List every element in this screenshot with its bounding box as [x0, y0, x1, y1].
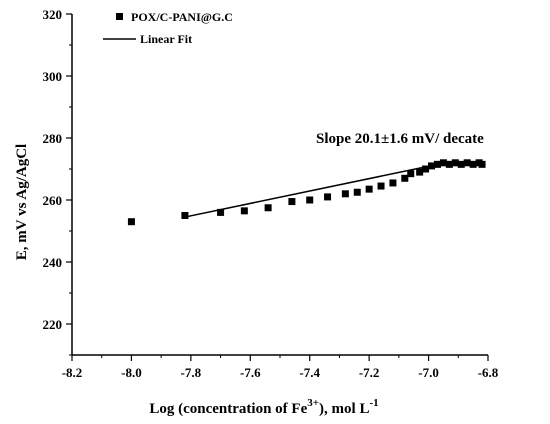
data-point: [416, 168, 424, 176]
data-point: [264, 204, 272, 212]
data-point: [217, 208, 225, 216]
legend-label-data: POX/C-PANI@G.C: [131, 10, 233, 24]
data-point: [457, 160, 465, 168]
y-tick-label: 240: [43, 255, 63, 270]
y-tick-label: 220: [43, 317, 63, 332]
data-point: [439, 159, 447, 167]
data-point: [428, 162, 436, 170]
data-point: [324, 193, 332, 201]
data-point: [407, 170, 415, 178]
data-point: [306, 196, 314, 204]
x-tick-label: -7.8: [181, 365, 202, 380]
data-point: [469, 160, 477, 168]
data-point: [401, 174, 409, 182]
slope-annotation: Slope 20.1±1.6 mV/ decate: [316, 131, 484, 147]
x-axis-title-main: Log (concentration of Fe: [149, 401, 307, 417]
x-axis-title-mid: ), mol L: [319, 401, 369, 417]
data-point: [478, 160, 486, 168]
y-tick-label: 320: [43, 7, 63, 22]
data-point: [240, 207, 248, 215]
data-point: [389, 179, 397, 187]
data-point: [451, 159, 459, 167]
x-tick-label: -7.0: [418, 365, 439, 380]
y-axis-title: E, mV vs Ag/AgCl: [14, 144, 30, 260]
data-point: [341, 190, 349, 198]
data-point: [365, 185, 373, 193]
x-axis-title: Log (concentration of Fe3+), mol L-1: [149, 397, 378, 417]
x-tick-label: -8.2: [62, 365, 83, 380]
data-point: [422, 165, 430, 173]
y-tick-label: 280: [43, 131, 63, 146]
legend-label-fit: Linear Fit: [140, 32, 192, 46]
x-tick-label: -7.6: [240, 365, 261, 380]
data-point: [463, 159, 471, 167]
data-point: [445, 160, 453, 168]
data-point: [353, 188, 361, 196]
data-point: [377, 182, 385, 190]
legend-marker-square: [116, 13, 123, 20]
y-tick-label: 260: [43, 193, 63, 208]
x-axis-title-sup2: -1: [369, 397, 378, 409]
x-tick-label: -7.4: [299, 365, 320, 380]
y-tick-label: 300: [43, 69, 63, 84]
x-tick-label: -6.8: [478, 365, 499, 380]
x-tick-label: -7.2: [359, 365, 380, 380]
data-point: [288, 198, 296, 206]
linear-fit-line: [184, 163, 438, 218]
x-tick-label: -8.0: [121, 365, 142, 380]
data-point: [433, 160, 441, 168]
x-axis-title-sup1: 3+: [307, 397, 319, 409]
data-point: [127, 218, 135, 226]
data-point: [181, 212, 189, 219]
